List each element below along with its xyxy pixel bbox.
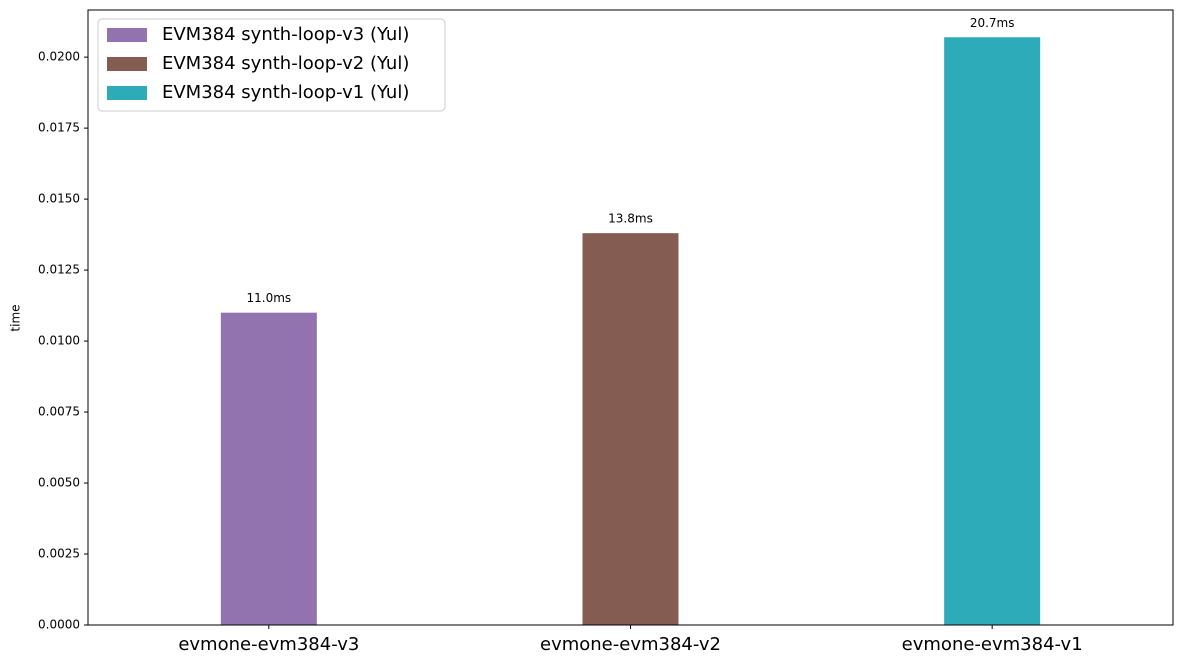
x-tick-label: evmone-evm384-v2	[540, 634, 721, 655]
y-axis-label: time	[9, 304, 23, 331]
value-label: 11.0ms	[246, 291, 291, 305]
bar	[220, 312, 317, 625]
y-tick-label: 0.0100	[38, 334, 80, 348]
y-tick-label: 0.0000	[38, 618, 80, 632]
legend-swatch	[107, 57, 147, 71]
x-tick-label: evmone-evm384-v1	[902, 634, 1083, 655]
bar	[582, 233, 679, 625]
y-tick-label: 0.0025	[38, 547, 80, 561]
y-tick-label: 0.0075	[38, 405, 80, 419]
plot-frame	[87, 9, 1174, 626]
y-tick-label: 0.0175	[38, 121, 80, 135]
y-tick-label: 0.0150	[38, 192, 80, 206]
legend-swatch	[107, 86, 147, 100]
legend-label: EVM384 synth-loop-v3 (Yul)	[162, 24, 409, 45]
legend-box	[97, 18, 446, 112]
legend-label: EVM384 synth-loop-v2 (Yul)	[162, 53, 409, 74]
x-tick-label: evmone-evm384-v3	[178, 634, 359, 655]
legend-label: EVM384 synth-loop-v1 (Yul)	[162, 82, 409, 103]
value-label: 13.8ms	[608, 212, 653, 226]
value-label: 20.7ms	[970, 16, 1015, 30]
legend-swatch	[107, 28, 147, 42]
y-tick-label: 0.0200	[38, 50, 80, 64]
y-tick-label: 0.0125	[38, 263, 80, 277]
bar	[944, 37, 1041, 625]
y-tick-label: 0.0050	[38, 476, 80, 490]
